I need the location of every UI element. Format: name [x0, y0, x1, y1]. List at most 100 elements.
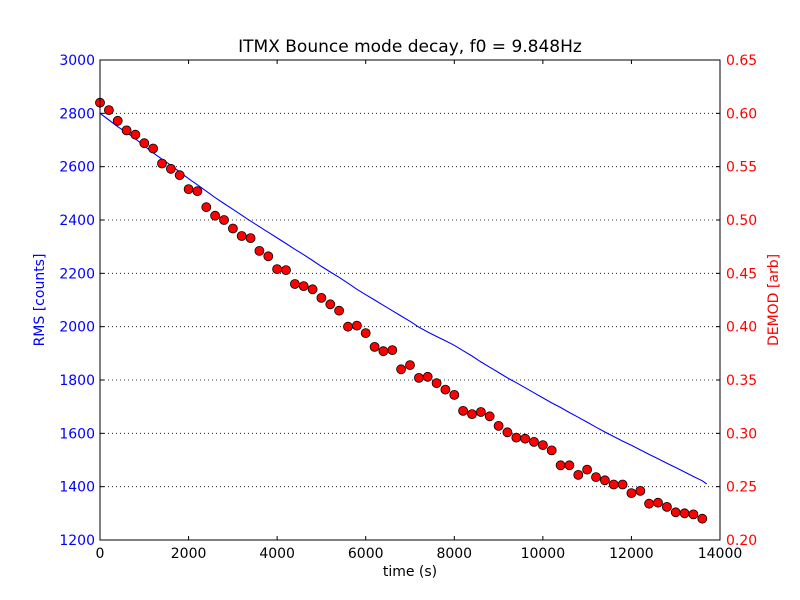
demod-point: [139, 138, 150, 149]
demod-point: [369, 341, 380, 352]
demod-point: [511, 432, 522, 443]
demod-point: [422, 371, 433, 382]
demod-point: [440, 384, 451, 395]
demod-point: [608, 479, 619, 490]
demod-point: [281, 265, 291, 276]
demod-point: [591, 472, 601, 483]
demod-point: [697, 513, 708, 524]
demod-point: [165, 163, 176, 174]
demod-point: [564, 460, 575, 471]
demod-point: [484, 411, 495, 422]
y-tick-label-left: 3000: [59, 53, 95, 69]
demod-point: [493, 420, 504, 431]
demod-point: [236, 231, 247, 241]
demod-point: [582, 464, 592, 475]
demod-point: [148, 143, 159, 154]
demod-point: [201, 202, 212, 213]
demod-point: [130, 129, 141, 140]
y-tick-label-left: 1400: [59, 480, 95, 496]
x-axis-label: time (s): [383, 564, 437, 580]
demod-point: [600, 475, 610, 486]
demod-point: [573, 469, 584, 480]
x-tick-label: 10000: [521, 546, 566, 562]
demod-point: [449, 389, 460, 400]
y-tick-label-left: 2200: [59, 266, 95, 282]
y-axis-label-left: RMS [counts]: [32, 254, 48, 347]
rms-series: [99, 112, 708, 485]
demod-point: [157, 158, 167, 169]
y-tick-label-left: 1800: [59, 373, 95, 389]
y-tick-label-left: 2400: [59, 213, 95, 229]
demod-point: [325, 299, 336, 310]
demod-point: [121, 125, 132, 136]
demod-point: [688, 509, 699, 520]
demod-point: [245, 233, 256, 244]
demod-point: [192, 186, 203, 197]
demod-point: [378, 346, 389, 357]
y-tick-label-left: 1600: [59, 426, 95, 442]
demod-point: [405, 360, 415, 371]
demod-series: [95, 97, 708, 524]
demod-point: [396, 364, 407, 375]
demod-point: [458, 405, 469, 416]
demod-point: [174, 170, 185, 181]
demod-point: [538, 440, 548, 451]
x-tick-label: 0: [96, 546, 105, 562]
y-axis-label-right: DEMOD [arb]: [766, 254, 782, 346]
demod-point: [316, 292, 327, 303]
y-tick-label-right: 0.45: [726, 266, 757, 282]
demod-point: [529, 436, 539, 447]
plot-frame: [99, 59, 721, 541]
demod-point: [298, 281, 309, 292]
y-tick-label-right: 0.30: [726, 426, 757, 442]
demod-point: [467, 409, 477, 420]
demod-point: [210, 210, 221, 221]
y-tick-label-right: 0.60: [726, 106, 757, 122]
y-tick-label-left: 2800: [59, 106, 95, 122]
demod-point: [112, 115, 123, 126]
demod-point: [343, 321, 353, 332]
demod-point: [475, 407, 486, 417]
x-tick-label: 6000: [348, 546, 384, 562]
y-tick-label-right: 0.40: [726, 320, 757, 336]
y-tick-label-right: 0.35: [726, 373, 757, 389]
y-tick-label-right: 0.20: [726, 533, 757, 549]
demod-point: [104, 105, 114, 115]
y-tick-label-left: 2600: [59, 160, 95, 176]
demod-point: [263, 251, 274, 262]
demod-point: [644, 498, 654, 509]
x-tick-label: 14000: [698, 546, 743, 562]
y-tick-label-right: 0.65: [726, 53, 757, 69]
demod-point: [670, 507, 681, 518]
demod-point: [360, 328, 371, 339]
demod-point: [227, 223, 238, 234]
demod-point: [546, 445, 557, 456]
demod-point: [679, 508, 690, 519]
demod-point: [617, 479, 628, 490]
x-tick-label: 12000: [609, 546, 654, 562]
demod-point: [272, 264, 283, 275]
demod-point: [219, 215, 229, 225]
demod-point: [635, 485, 646, 496]
demod-point: [183, 184, 194, 195]
demod-point: [502, 427, 513, 438]
demod-point: [334, 305, 345, 316]
x-tick-label: 2000: [171, 546, 207, 562]
y-tick-label-right: 0.50: [726, 213, 757, 229]
x-tick-label: 4000: [259, 546, 295, 562]
demod-point: [289, 279, 300, 289]
axis-ticks: 0 2000 4000 6000 8000 10000 12000 14000 1200 1400…: [59, 53, 757, 562]
demod-point: [555, 460, 566, 471]
demod-point: [653, 497, 663, 508]
y-tick-label-right: 0.25: [726, 480, 757, 496]
demod-point: [626, 488, 637, 499]
demod-point: [520, 433, 530, 444]
y-tick-label-left: 1200: [59, 533, 95, 549]
demod-point: [351, 320, 362, 331]
demod-point: [307, 284, 318, 295]
rms-line: [99, 112, 708, 485]
demod-point: [387, 345, 398, 356]
y-tick-label-right: 0.55: [726, 160, 757, 176]
